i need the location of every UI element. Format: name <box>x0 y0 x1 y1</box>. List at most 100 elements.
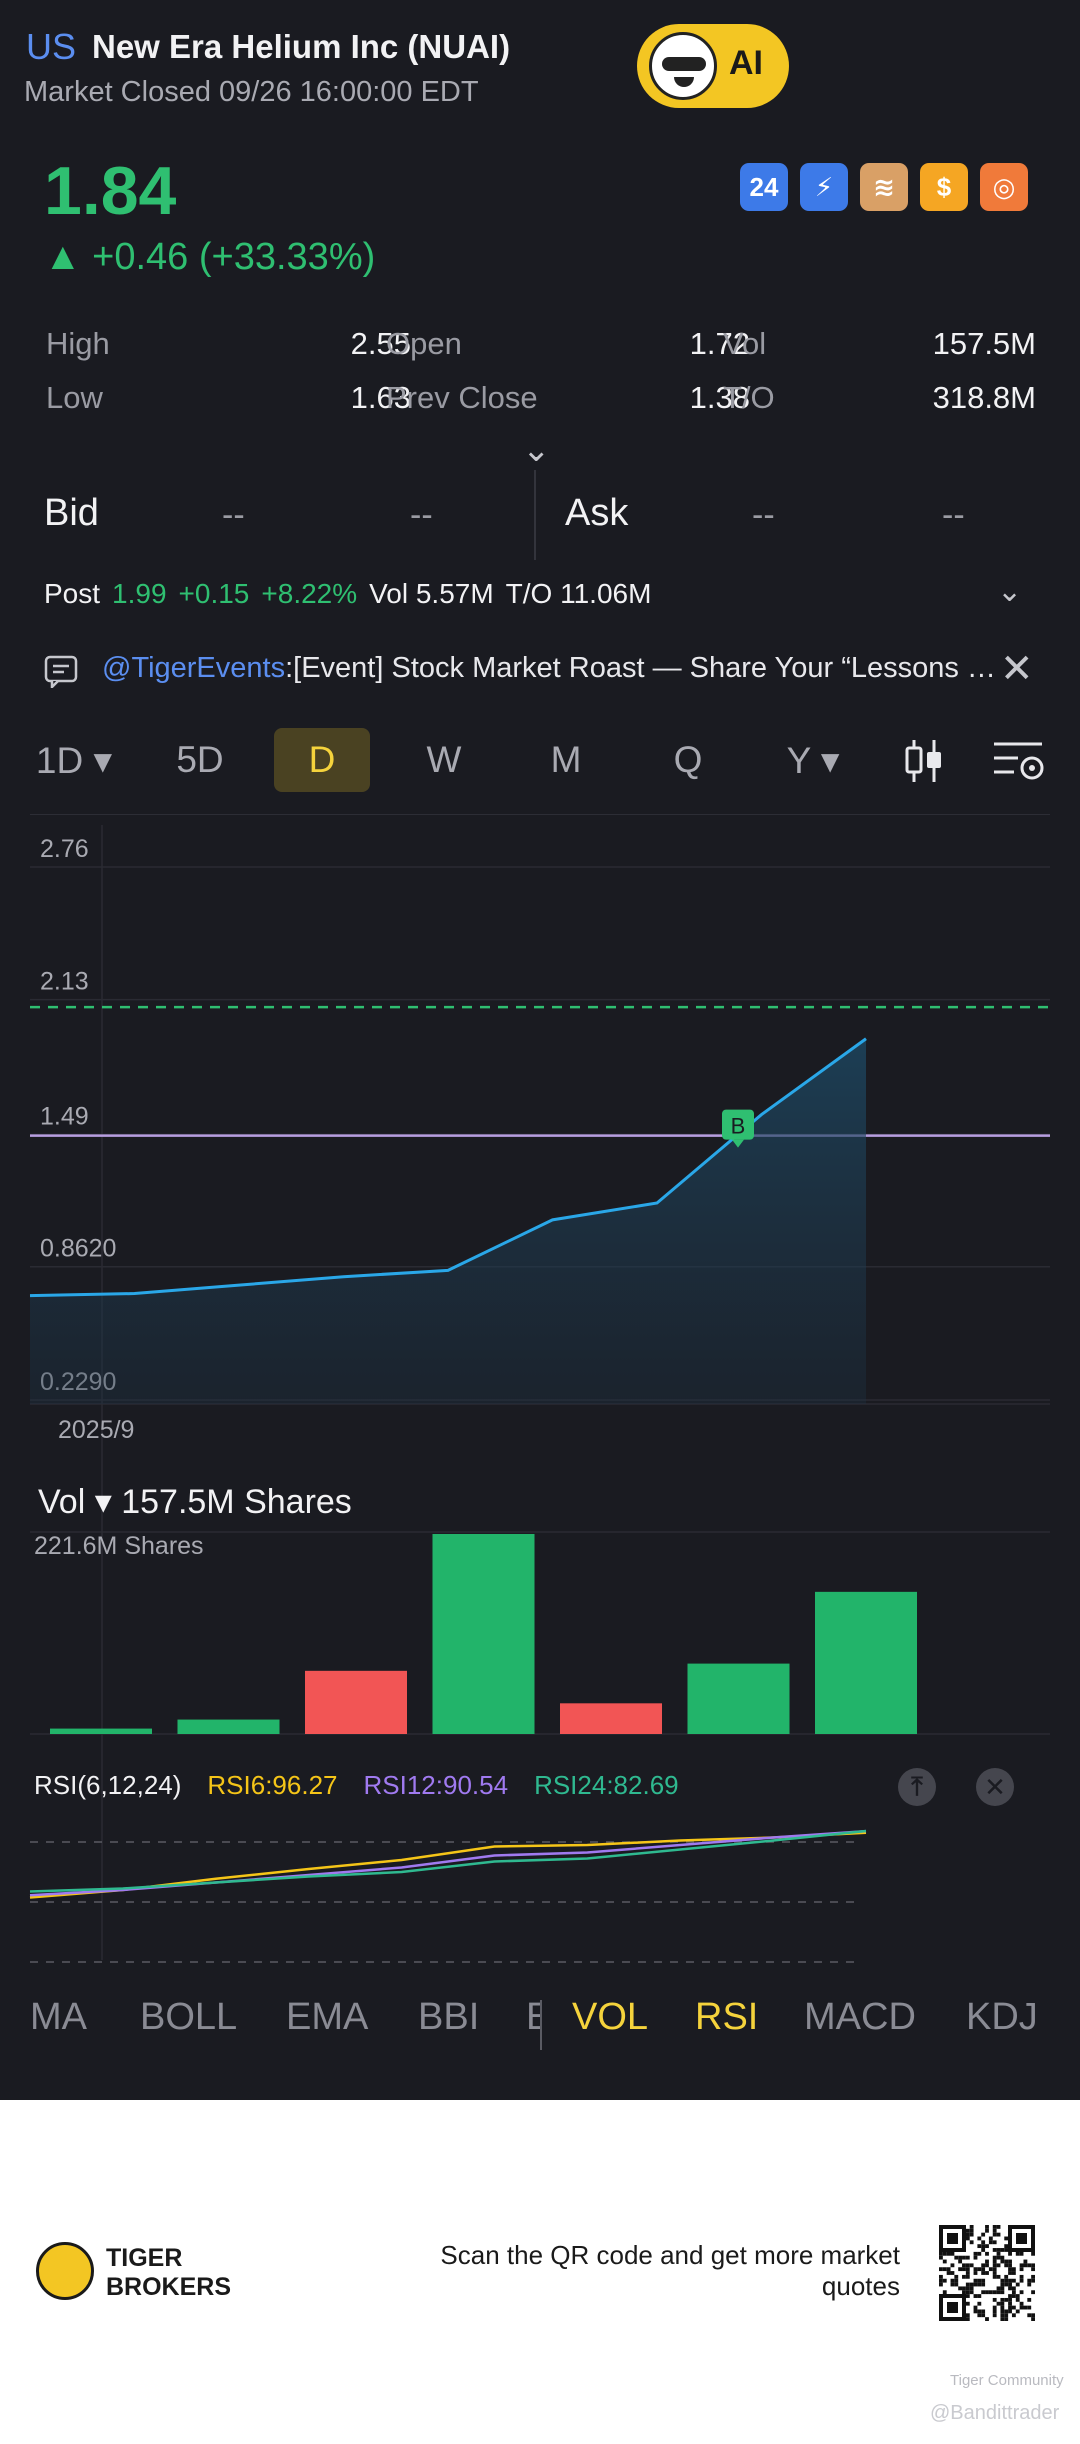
pin-top-icon[interactable]: ⤒ <box>898 1768 936 1806</box>
rsi-series-line <box>29 1829 867 1893</box>
options-icon[interactable]: ◎ <box>980 163 1028 211</box>
close-indicator-icon[interactable]: ✕ <box>976 1768 1014 1806</box>
dollar-icon[interactable]: $ <box>920 163 968 211</box>
scan-prompt: Scan the QR code and get more market quo… <box>440 2240 900 2301</box>
volume-bar <box>560 1703 662 1734</box>
tab-d[interactable]: D <box>274 728 370 792</box>
tab-y[interactable]: Y ▾ <box>786 739 840 781</box>
ask-label: Ask <box>565 492 629 534</box>
indicator-boll[interactable]: BOLL <box>140 1996 238 2038</box>
expand-stats-chevron-icon[interactable]: ⌄ <box>522 431 551 469</box>
event-body: :[Event] Stock Market Roast — Share Your… <box>285 652 1002 684</box>
bid-size: -- <box>410 496 433 534</box>
bid-price: -- <box>222 496 245 534</box>
layers-icon[interactable]: ≋ <box>860 163 908 211</box>
bid-ask-row: Bid -- -- Ask -- -- <box>0 468 1080 564</box>
price-change: ▲ +0.46 (+33.33%) <box>44 236 376 278</box>
rsi12-value: RSI12:90.54 <box>363 1770 509 1800</box>
post-change: +0.15 <box>178 578 250 609</box>
brand-line-1: TIGER <box>106 2244 183 2272</box>
post-volume: Vol 5.57M <box>369 578 494 609</box>
qr-code <box>938 2224 1036 2322</box>
watermark-user: @Bandittrader <box>930 2402 1060 2424</box>
volume-bar <box>815 1591 917 1734</box>
low-value: 1.63 <box>350 380 411 415</box>
price-y-tick-label: 0.8620 <box>40 1235 116 1263</box>
indicator-vol[interactable]: VOL <box>572 1996 649 2038</box>
vol-value: 157.5M <box>932 326 1036 361</box>
indicator-macd[interactable]: MACD <box>804 1996 916 2038</box>
indicator-ema[interactable]: EMA <box>286 1996 369 2038</box>
event-text: @TigerEvents:[Event] Stock Market Roast … <box>102 652 1002 685</box>
event-handle[interactable]: @TigerEvents <box>102 652 286 684</box>
bid-ask-divider <box>534 470 536 560</box>
open-label: Open <box>386 326 462 361</box>
rsi24-value: RSI24:82.69 <box>534 1770 679 1800</box>
ask-price: -- <box>752 496 775 534</box>
candlestick-icon[interactable] <box>902 738 946 784</box>
rsi-legend: RSI(6,12,24) RSI6:96.27 RSI12:90.54 RSI24:8… <box>34 1770 705 1801</box>
price-x-tick-label: 2025/9 <box>58 1416 134 1444</box>
indicator-tabs: MA BOLL EMA BBI E VOL RSI MACD KDJ <box>0 1996 1080 2056</box>
high-value: 2.55 <box>350 326 411 361</box>
volume-bar <box>177 1719 280 1734</box>
indicator-kdj[interactable]: KDJ <box>966 1996 1038 2038</box>
chart-settings-icon[interactable] <box>990 738 1046 784</box>
tiger-mascot-icon <box>649 32 717 100</box>
page-title: New Era Helium Inc (NUAI) <box>92 28 511 65</box>
prev-close-value: 1.38 <box>689 380 750 415</box>
volume-max-label: 221.6M Shares <box>34 1532 204 1560</box>
price-area-fill <box>30 1038 866 1404</box>
ask-size: -- <box>942 496 965 534</box>
vol-label: Vol <box>723 326 767 361</box>
turnover-label: T/O <box>723 380 775 415</box>
lightning-1-icon[interactable]: ⚡ <box>800 163 848 211</box>
indicator-bbi[interactable]: BBI <box>418 1996 480 2038</box>
post-change-pct: +8.22% <box>261 578 358 609</box>
open-value: 1.72 <box>689 326 750 361</box>
prev-close-label: Prev Close <box>386 380 538 415</box>
ai-assistant-button[interactable]: AI <box>637 24 789 108</box>
low-label: Low <box>46 380 103 415</box>
event-banner[interactable]: @TigerEvents:[Event] Stock Market Roast … <box>40 647 1050 694</box>
post-market-row[interactable]: Post 1.99 +0.15 +8.22% Vol 5.57M T/O 11.06M <box>44 578 663 610</box>
tab-m[interactable]: M <box>550 739 582 780</box>
price-chart-area[interactable]: 2.762.131.490.86200.22902025/9B <box>0 815 1080 1995</box>
high-label: High <box>46 326 110 361</box>
post-label: Post <box>44 578 101 609</box>
message-icon <box>44 655 78 688</box>
tab-q[interactable]: Q <box>673 739 703 780</box>
rsi-title: RSI(6,12,24) <box>34 1770 182 1800</box>
watermark-community: Tiger Community <box>950 2372 1064 2389</box>
tab-5d[interactable]: 5D <box>176 739 224 780</box>
tab-w[interactable]: W <box>426 739 462 780</box>
24h-icon[interactable]: 24 <box>740 163 788 211</box>
ai-label: AI <box>729 44 763 82</box>
buy-marker <box>722 1109 754 1140</box>
post-expand-chevron-icon[interactable]: ⌄ <box>997 575 1023 608</box>
price-y-tick-label: 2.13 <box>40 968 89 996</box>
market-badge: US <box>26 26 77 67</box>
volume-title[interactable]: Vol ▾ 157.5M Shares <box>38 1483 352 1521</box>
rsi6-value: RSI6:96.27 <box>207 1770 338 1800</box>
market-status: Market Closed 09/26 16:00:00 EDT <box>24 76 479 108</box>
volume-bar <box>50 1728 152 1734</box>
buy-marker-label: B <box>731 1114 746 1139</box>
stock-detail-screen: US New Era Helium Inc (NUAI) Market Clos… <box>0 0 1080 2100</box>
indicator-divider <box>540 2000 542 2050</box>
indicator-ma[interactable]: MA <box>30 1996 87 2038</box>
post-price: 1.99 <box>112 578 167 609</box>
bid-label: Bid <box>44 492 99 534</box>
brand-line-2: BROKERS <box>106 2273 232 2301</box>
indicator-rsi[interactable]: RSI <box>695 1996 759 2038</box>
post-turnover: T/O 11.06M <box>505 578 652 609</box>
buy-marker-pointer <box>732 1139 744 1148</box>
tab-1d[interactable]: 1D ▾ <box>35 739 113 781</box>
price-y-tick-label: 1.49 <box>40 1102 89 1130</box>
indicator-e[interactable]: E <box>526 1996 540 2038</box>
period-tabs: 1D ▾ 5D D W M Q Y ▾ <box>0 728 1080 792</box>
close-icon[interactable]: ✕ <box>1000 647 1034 691</box>
volume-bar <box>305 1670 407 1734</box>
last-price: 1.84 <box>44 153 177 229</box>
volume-bar <box>432 1534 535 1734</box>
